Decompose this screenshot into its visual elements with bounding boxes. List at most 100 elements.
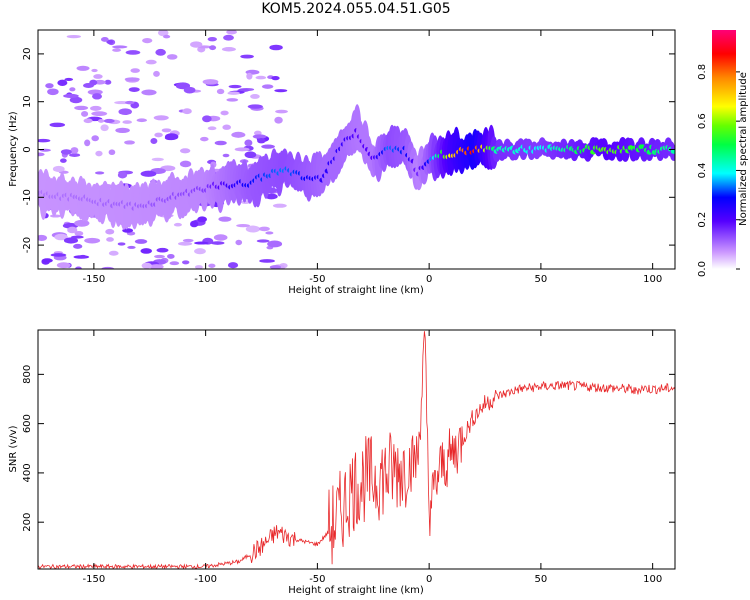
spectrogram-noise-cell bbox=[122, 228, 134, 233]
spectrogram-noise-cell bbox=[149, 264, 164, 269]
spectrogram-noise-cell bbox=[122, 120, 132, 124]
spectrogram-noise-cell bbox=[127, 245, 136, 249]
snr-x-tick-label: 0 bbox=[426, 574, 432, 585]
spectrogram-noise-cell bbox=[182, 238, 194, 243]
spectrogram-noise-cell bbox=[91, 111, 108, 117]
spectrogram-noise-cell bbox=[213, 234, 228, 241]
colorbar-tick-label: 0.8 bbox=[697, 64, 708, 80]
spectrogram-noise-cell bbox=[164, 133, 179, 141]
spectrogram-noise-cell bbox=[41, 258, 53, 263]
spectrogram-noise-cell bbox=[227, 262, 239, 269]
spectrogram-noise-cell bbox=[245, 225, 261, 233]
snr-y-tick-label: 200 bbox=[22, 513, 33, 532]
spectrogram-noise-cell bbox=[154, 132, 163, 138]
spectrogram-noise-cell bbox=[79, 254, 87, 259]
spectrogram-noise-cell bbox=[167, 253, 175, 259]
spectrogram-noise-cell bbox=[222, 124, 231, 130]
spectrogram-noise-cell bbox=[60, 149, 72, 155]
spectrogram-noise-cell bbox=[74, 231, 84, 236]
spectrogram-noise-cell bbox=[153, 115, 169, 121]
spectrogram-noise-cell bbox=[125, 50, 141, 55]
spectrogram-noise-cell bbox=[47, 88, 59, 96]
spectrogram-noise-cell bbox=[49, 214, 62, 218]
spectrogram-x-tick-label: 0 bbox=[426, 274, 432, 285]
spectrogram-noise-cell bbox=[100, 36, 109, 42]
spectrogram-noise-cell bbox=[97, 119, 105, 123]
spectrogram-noise-cell bbox=[54, 233, 68, 241]
spectrogram-noise-cell bbox=[166, 54, 178, 60]
spectrogram-noise-cell bbox=[218, 216, 232, 222]
spectrogram-noise-cell bbox=[155, 48, 166, 56]
spectrogram-noise-cell bbox=[194, 265, 203, 269]
spectrogram-noise-cell bbox=[177, 241, 193, 246]
snr-y-tick-label: 800 bbox=[22, 365, 33, 384]
spectrogram-noise-cell bbox=[194, 241, 209, 245]
spectrogram-noise-cell bbox=[100, 124, 109, 132]
spectrogram-noise-cell bbox=[106, 237, 114, 242]
snr-series bbox=[38, 331, 675, 569]
snr-panel: -150 -100 -50 0 50 100 200 400 600 800 Height of … bbox=[8, 329, 676, 596]
spectrogram-noise-cell bbox=[117, 171, 128, 179]
spectrogram-y-tick-label: -10 bbox=[22, 189, 33, 205]
spectrogram-noise-cell bbox=[63, 93, 79, 99]
spectrogram-noise-cell bbox=[145, 59, 157, 65]
spectrogram-noise-cell bbox=[244, 151, 257, 159]
spectrogram-noise-cell bbox=[101, 266, 115, 269]
spectrogram-noise-cell bbox=[142, 37, 153, 44]
spectrogram-noise-cell bbox=[108, 250, 119, 256]
spectrogram-noise-cell bbox=[227, 91, 240, 95]
spectrogram-noise-cell bbox=[271, 76, 280, 81]
spectrogram-noise-cell bbox=[189, 220, 199, 228]
spectrogram-noise-cell bbox=[93, 74, 103, 79]
spectrogram-noise-cell bbox=[250, 94, 260, 99]
spectrogram-noise-cell bbox=[45, 83, 54, 89]
colorbar-tick-label: 0.2 bbox=[697, 212, 708, 228]
spectrogram-y-tick-label: -20 bbox=[22, 237, 33, 253]
spectrogram-noise-cell bbox=[156, 247, 169, 253]
spectrogram-noise-cell bbox=[73, 243, 83, 249]
spectrogram-noise-cell bbox=[208, 263, 216, 268]
snr-x-tick-label: -150 bbox=[83, 574, 106, 585]
spectrogram-noise-cell bbox=[67, 226, 78, 234]
spectrogram-noise-cell bbox=[274, 89, 288, 93]
spectrogram-noise-cell bbox=[69, 87, 76, 92]
spectrogram-noise-cell bbox=[182, 260, 190, 265]
spectrogram-noise-cell bbox=[240, 200, 251, 205]
snr-line bbox=[38, 331, 675, 569]
spectrogram-noise-cell bbox=[226, 98, 239, 102]
spectrogram-noise-cell bbox=[223, 34, 234, 41]
spectrogram-noise-cell bbox=[74, 219, 90, 227]
spectrogram-noise-cell bbox=[202, 79, 219, 85]
spectrogram-noise-cell bbox=[115, 127, 130, 134]
spectrogram-noise-cell bbox=[114, 100, 130, 105]
colorbar-ticks: 0.0 0.2 0.4 0.6 0.8 bbox=[697, 64, 740, 277]
spectrogram-y-label: Frequency (Hz) bbox=[8, 111, 19, 187]
snr-y-tick-label: 400 bbox=[22, 463, 33, 482]
spectrogram-noise-cell bbox=[125, 100, 135, 105]
spectrogram-noise-cell bbox=[94, 171, 105, 175]
spectrogram-noise-cell bbox=[234, 147, 250, 152]
spectrogram-noise-cell bbox=[258, 226, 270, 232]
spectrogram-noise-cell bbox=[161, 128, 172, 133]
spectrogram-noise-cell bbox=[240, 54, 254, 59]
snr-x-tick-label: -100 bbox=[194, 574, 217, 585]
colorbar-label: Normalized spectral amplitude bbox=[738, 72, 749, 226]
spectrogram-noise-cell bbox=[84, 139, 91, 147]
spectrogram-x-label: Height of straight line (km) bbox=[288, 285, 424, 296]
snr-x-tick-label: -50 bbox=[309, 574, 325, 585]
spectrogram-noise-cell bbox=[267, 240, 283, 248]
spectrogram-noise-cell bbox=[274, 116, 283, 124]
spectrogram-noise-cell bbox=[265, 231, 274, 235]
spectrogram-noise-cell bbox=[140, 248, 153, 254]
spectrogram-noise-cell bbox=[207, 126, 217, 131]
spectrogram-noise-cell bbox=[117, 242, 126, 246]
spectrogram-noise-cell bbox=[56, 262, 71, 269]
spectrogram-noise-cell bbox=[38, 234, 48, 241]
colorbar-gradient bbox=[712, 30, 736, 269]
spectrogram-noise-cell bbox=[202, 115, 212, 123]
colorbar-tick-label: 0.0 bbox=[697, 261, 708, 277]
spectrogram-noise-cell bbox=[141, 262, 152, 269]
colorbar-tick-label: 0.4 bbox=[697, 162, 708, 178]
spectrogram-noise-cell bbox=[118, 108, 132, 116]
